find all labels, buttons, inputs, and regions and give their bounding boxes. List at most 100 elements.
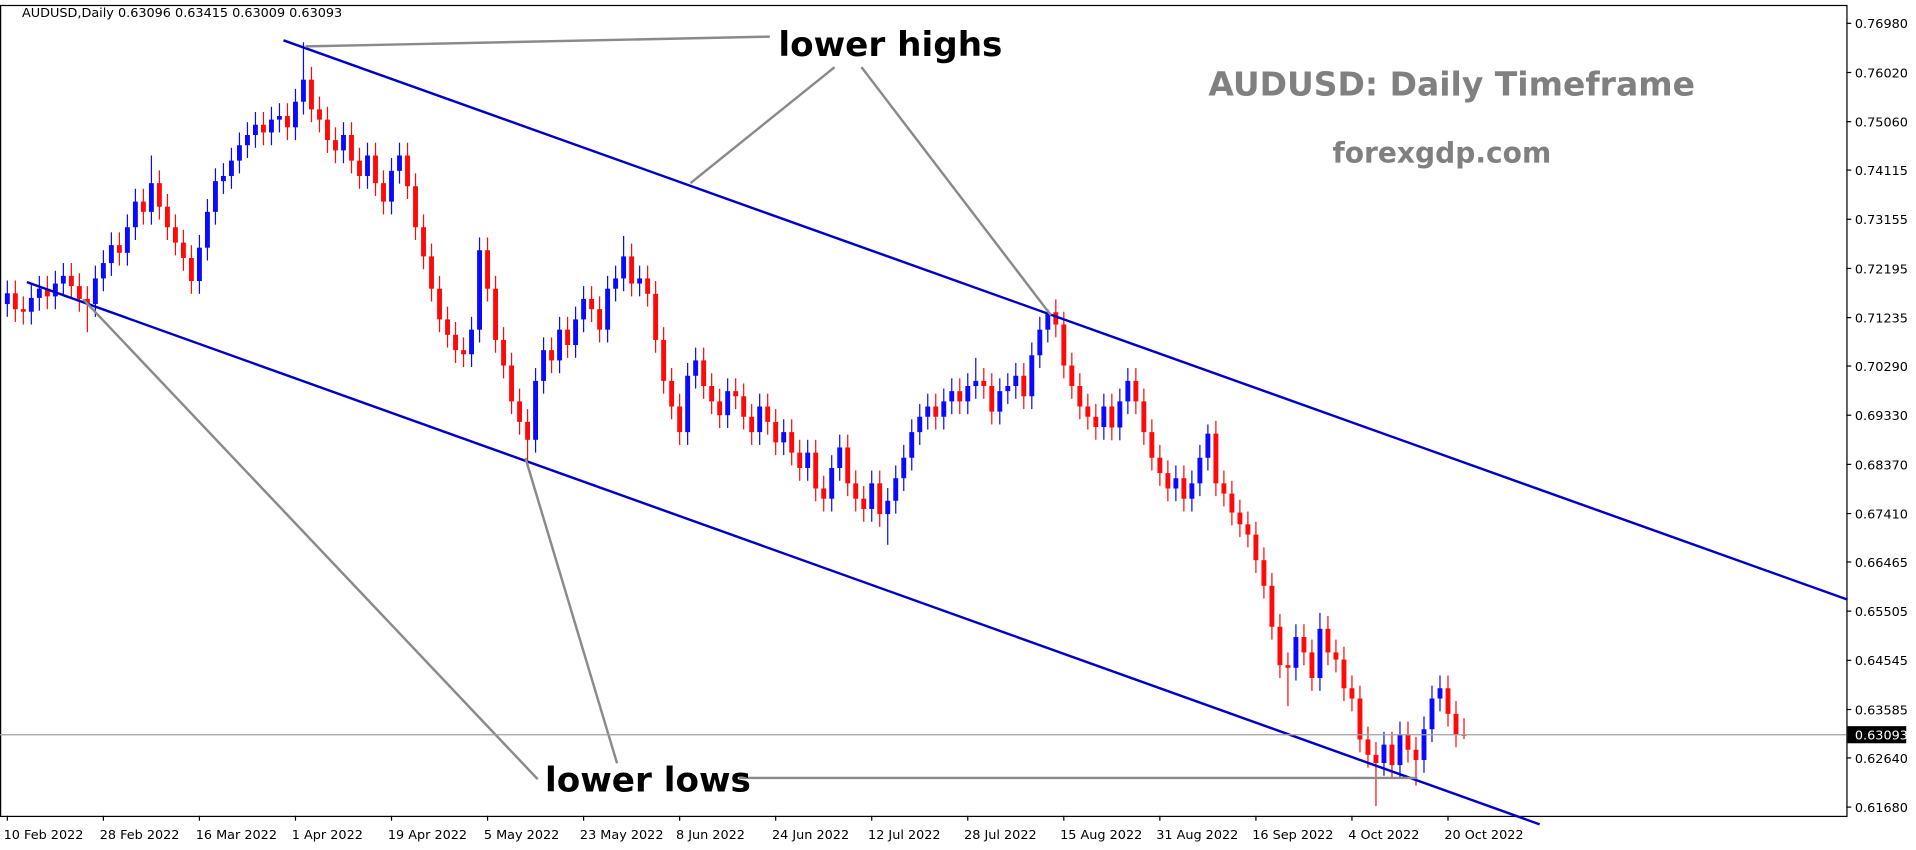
candle-body: [741, 396, 747, 417]
candle-body: [325, 119, 330, 141]
candle-body: [917, 416, 923, 433]
candle-body: [1045, 312, 1051, 330]
candle-body: [1277, 626, 1283, 666]
candle-body: [180, 242, 186, 258]
candle-body: [821, 488, 827, 499]
candle-body: [381, 183, 386, 202]
candle-body: [60, 275, 66, 284]
x-tick-label: 19 Apr 2022: [388, 828, 467, 843]
y-tick-label: 0.65505: [1855, 605, 1908, 620]
candle-body: [765, 406, 771, 422]
candle-body: [100, 263, 106, 279]
candle-body: [12, 293, 18, 310]
candle-body: [1197, 457, 1203, 484]
pointer: [524, 457, 619, 764]
candle-body: [20, 309, 26, 312]
candle-body: [92, 278, 98, 305]
annotation: lower lows: [545, 760, 751, 800]
candle-body: [1293, 637, 1299, 668]
candle-body: [941, 401, 947, 417]
candle-body: [389, 170, 394, 202]
candle-body: [773, 421, 779, 443]
x-tick-label: 15 Aug 2022: [1060, 828, 1142, 843]
candle-body: [253, 124, 258, 136]
candle-body: [148, 183, 154, 212]
candle-body: [789, 432, 795, 453]
pointers: [82, 35, 1418, 781]
candle-body: [212, 181, 218, 212]
x-tick-label: 16 Mar 2022: [196, 828, 277, 843]
candle-body: [805, 452, 811, 468]
y-tick-label: 0.63585: [1855, 703, 1908, 718]
candle-body: [1373, 754, 1379, 764]
candle-body: [365, 155, 370, 176]
x-tick-label: 12 Jul 2022: [868, 828, 941, 843]
candle-body: [597, 309, 603, 330]
x-tick-label: 28 Feb 2022: [100, 828, 180, 843]
y-tick-label: 0.61680: [1855, 801, 1908, 816]
candle-body: [501, 339, 507, 366]
candle-body: [461, 350, 466, 355]
candle-body: [1189, 483, 1195, 499]
y-tick-label: 0.76980: [1855, 17, 1908, 32]
lower-trendline: [26, 280, 1541, 826]
candle-body: [517, 401, 523, 422]
candle-body: [477, 250, 482, 330]
candle-body: [717, 401, 723, 416]
candle-body: [1141, 401, 1147, 433]
candle-body: [1013, 375, 1019, 387]
candle-body: [869, 483, 875, 509]
candle-body: [1077, 386, 1083, 407]
candle-body: [397, 155, 402, 171]
candle-body: [1165, 473, 1171, 489]
candle-body: [84, 298, 90, 305]
candle-body: [581, 298, 587, 320]
candle-body: [989, 386, 995, 412]
candle-body: [1453, 713, 1459, 735]
candle-body: [28, 297, 34, 312]
candle-body: [1301, 637, 1307, 653]
candle-body: [957, 391, 963, 402]
candle-body: [140, 201, 146, 212]
candle-body: [1413, 749, 1419, 760]
candle-body: [685, 375, 691, 433]
pointer: [860, 66, 1052, 316]
candle-body: [997, 391, 1003, 412]
candle-body: [132, 201, 138, 228]
candle-body: [885, 500, 891, 515]
candle-body: [973, 380, 979, 387]
candle-body: [493, 288, 499, 340]
candle-body: [1285, 665, 1291, 668]
candle-body: [557, 329, 563, 361]
candle-body: [709, 386, 715, 402]
candle-body: [1365, 739, 1371, 755]
candle-body: [1061, 324, 1067, 366]
candle-body: [933, 406, 939, 417]
candle-body: [301, 79, 306, 102]
x-tick-label: 16 Sep 2022: [1252, 828, 1333, 843]
candle-body: [164, 206, 170, 228]
x-tick-label: 24 Jun 2022: [772, 828, 849, 843]
candle-body: [277, 116, 282, 120]
y-tick-label: 0.68370: [1855, 458, 1908, 473]
candle-body: [1309, 652, 1315, 679]
annotation: lower highs: [778, 25, 1002, 65]
y-tick-label: 0.69330: [1855, 409, 1908, 424]
candle-body: [1181, 478, 1187, 499]
candle-body: [405, 155, 410, 187]
candle-body: [629, 256, 635, 284]
candle-body: [413, 186, 418, 228]
pointer: [82, 298, 539, 781]
candle-body: [525, 421, 531, 440]
candle-body: [757, 406, 763, 433]
candle-body: [124, 227, 130, 253]
candle-body: [116, 245, 122, 253]
channel: [26, 39, 1848, 826]
candle-body: [1261, 560, 1267, 586]
last-price-box: [1847, 726, 1907, 744]
candle-body: [44, 288, 50, 297]
y-tick-label: 0.66465: [1855, 556, 1908, 571]
candle-body: [829, 467, 835, 499]
candle-body: [453, 334, 458, 351]
